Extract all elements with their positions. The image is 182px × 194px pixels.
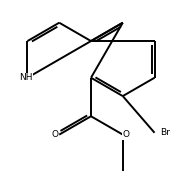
Text: Br: Br — [160, 128, 170, 137]
Text: O: O — [51, 130, 58, 139]
Text: O: O — [123, 130, 130, 139]
Text: NH: NH — [19, 73, 32, 82]
